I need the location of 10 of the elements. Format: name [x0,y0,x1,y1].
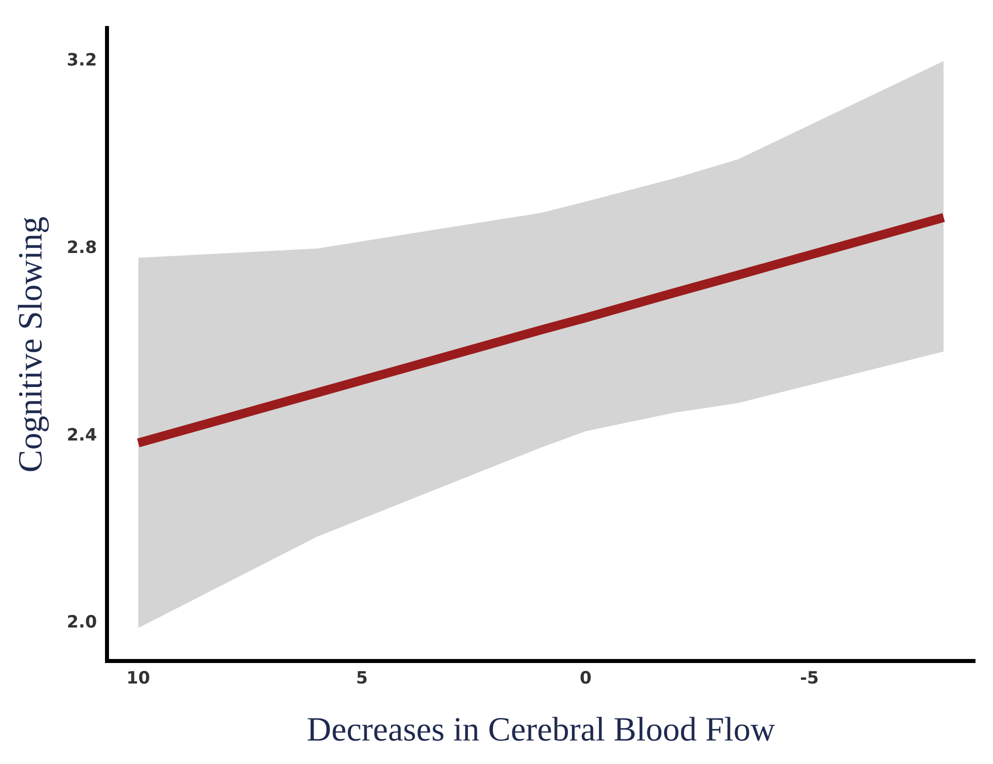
x-tick-label: 0 [580,668,592,688]
y-tick-label: 2.4 [66,425,98,446]
x-tick-label: -5 [800,668,819,688]
y-tick-label: 3.2 [66,50,97,70]
x-tick-label: 10 [126,668,150,688]
y-tick-label: 2.8 [66,238,97,258]
x-axis-title: Decreases in Cerebral Blood Flow [306,712,776,749]
y-axis-title: Cognitive Slowing [12,216,50,472]
x-tick-label: 5 [356,668,368,688]
y-tick-label: 2.0 [66,612,98,633]
